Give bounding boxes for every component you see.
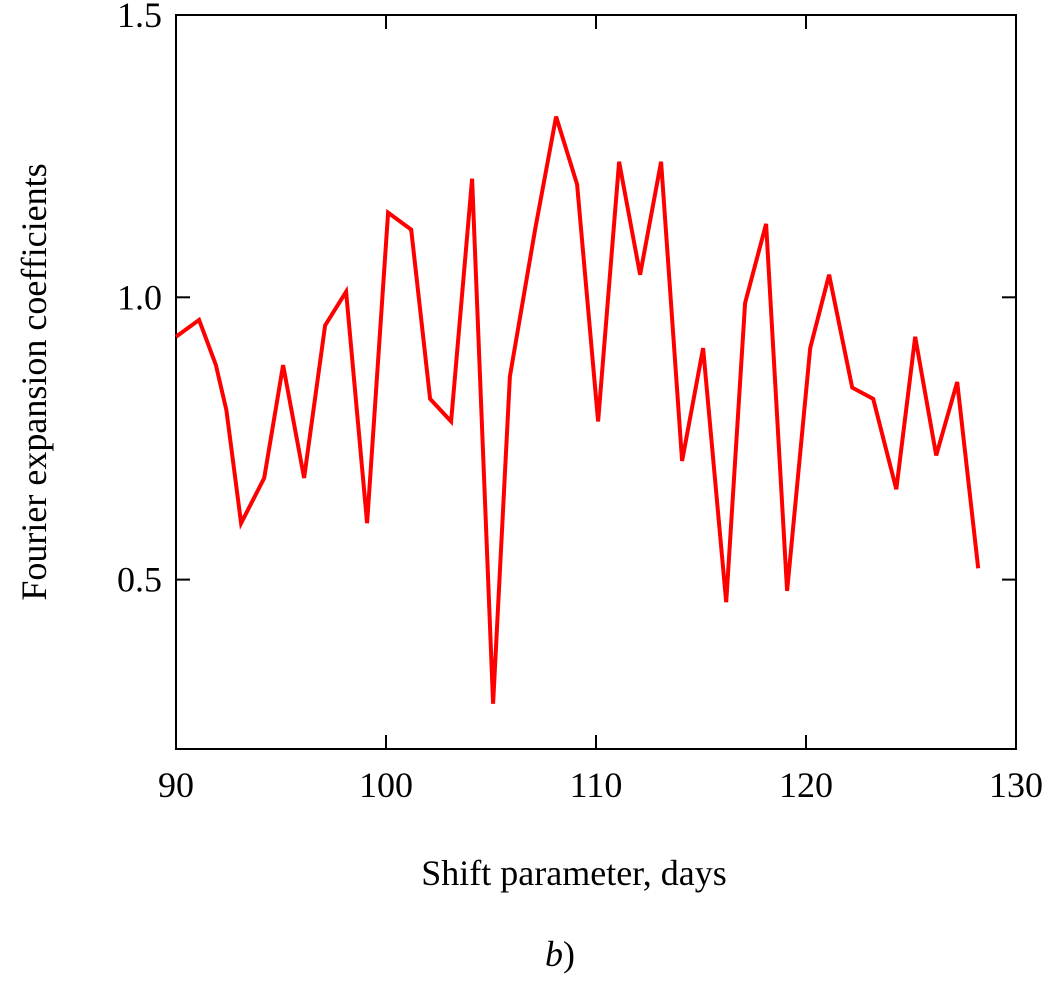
caption-suffix: ) <box>563 934 575 974</box>
y-tick-label: 0.5 <box>117 560 162 600</box>
caption-letter: b <box>545 934 563 974</box>
x-tick-label: 100 <box>359 765 413 805</box>
axis-ticks <box>175 14 1017 749</box>
y-axis-label: Fourier expansion coefficients <box>14 163 54 600</box>
x-axis-label: Shift parameter, days <box>421 853 726 893</box>
x-tick-label: 110 <box>570 765 623 805</box>
x-tick-label: 120 <box>779 765 833 805</box>
y-tick-label: 1.0 <box>117 277 162 317</box>
tick-labels: 90 100 110 120 130 0.5 1.0 1.5 <box>117 0 1043 805</box>
x-tick-label: 130 <box>989 765 1043 805</box>
series-line <box>174 116 981 704</box>
y-tick-label: 1.5 <box>117 0 162 35</box>
x-tick-label: 90 <box>158 765 194 805</box>
figure-caption: b) <box>545 934 575 974</box>
